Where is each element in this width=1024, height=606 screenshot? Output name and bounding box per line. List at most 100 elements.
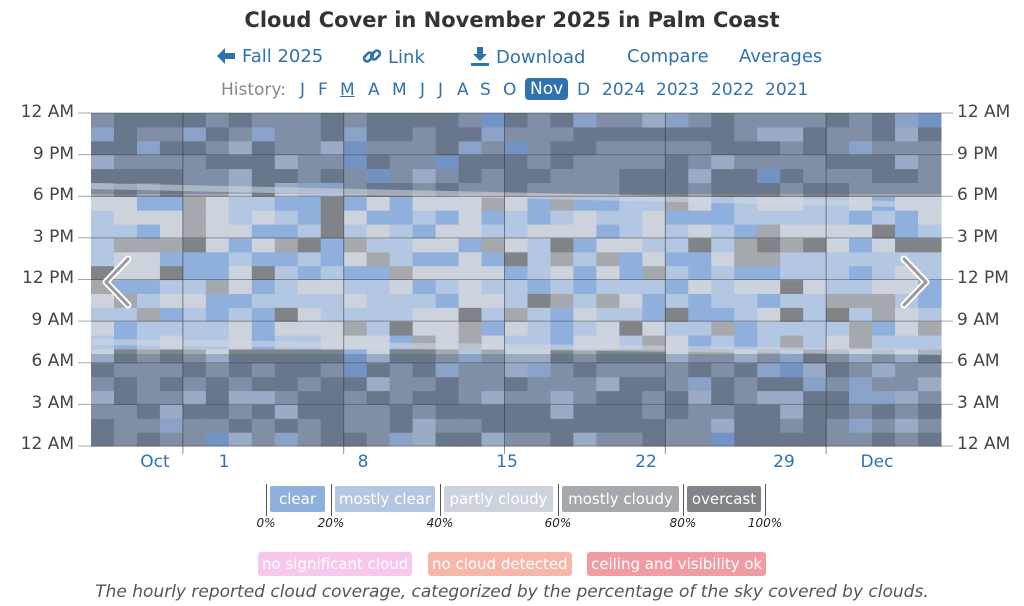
history-month-jan[interactable]: J	[300, 80, 306, 100]
download-button[interactable]: Download	[470, 46, 585, 68]
heatmap-cell	[872, 265, 896, 281]
season-link[interactable]: Fall 2025	[216, 46, 323, 67]
heatmap-cell	[481, 321, 506, 336]
history-month-apr[interactable]: A	[368, 80, 380, 100]
heatmap-cell	[665, 237, 689, 253]
heatmap-cell	[113, 154, 138, 170]
heatmap-cell	[320, 168, 345, 183]
heatmap-cell	[435, 293, 460, 308]
heatmap-cell	[642, 168, 666, 183]
history-month-oct[interactable]: O	[503, 80, 517, 100]
history-month-may[interactable]: M	[392, 80, 407, 100]
heatmap-cell	[527, 307, 552, 322]
y-tick-right: 12 AM	[957, 102, 1011, 122]
heatmap-cell	[91, 390, 115, 405]
heatmap-cell	[895, 224, 919, 239]
heatmap-cell	[550, 321, 575, 336]
heatmap-cell	[619, 140, 643, 156]
heatmap-cell	[757, 362, 781, 378]
chevron-right-icon[interactable]	[898, 255, 934, 309]
compare-link[interactable]: Compare	[627, 46, 709, 67]
heatmap-cell	[343, 279, 368, 294]
history-year-2024[interactable]: 2024	[602, 80, 646, 100]
heatmap-cell	[91, 237, 115, 253]
heatmap-cell	[182, 224, 207, 239]
heatmap-cell	[550, 390, 575, 405]
heatmap-cell	[619, 376, 643, 392]
heatmap-cell	[458, 224, 483, 239]
heatmap-cell	[688, 182, 712, 197]
chevron-left-icon[interactable]	[98, 255, 134, 309]
heatmap-cell	[849, 418, 873, 433]
heatmap-cell	[320, 418, 345, 433]
heatmap-cell	[274, 307, 299, 322]
heatmap-cell	[872, 140, 896, 156]
heatmap-cell	[849, 224, 873, 239]
heatmap-cell	[389, 113, 414, 128]
x-tick-oct[interactable]: Oct	[140, 452, 170, 472]
heatmap-cell	[205, 251, 230, 267]
heatmap-cell	[366, 196, 391, 211]
heatmap-cell	[803, 404, 827, 419]
heatmap-cell	[412, 404, 437, 419]
heatmap-cell	[688, 126, 712, 142]
heatmap-cell	[481, 279, 506, 294]
history-month-dec[interactable]: D	[577, 80, 591, 100]
heatmap-cell	[228, 293, 253, 308]
history-month-jul[interactable]: J	[438, 80, 444, 100]
history-year-2023[interactable]: 2023	[656, 80, 700, 100]
history-year-2022[interactable]: 2022	[711, 80, 755, 100]
heatmap-cell	[619, 154, 643, 170]
history-month-sep[interactable]: S	[480, 80, 491, 100]
heatmap-cell	[366, 224, 391, 239]
heatmap-cell	[412, 418, 437, 433]
history-month-aug[interactable]: A	[457, 80, 469, 100]
heatmap-cell	[757, 224, 781, 239]
heatmap-cell	[550, 237, 575, 253]
heatmap-cell	[205, 348, 230, 364]
heatmap-cell	[757, 335, 781, 350]
heatmap-cell	[642, 376, 666, 392]
heatmap-cell	[481, 113, 506, 128]
averages-link[interactable]: Averages	[739, 46, 823, 67]
heatmap-cell	[665, 376, 689, 392]
history-month-jun[interactable]: J	[420, 80, 426, 100]
heatmap-cell	[642, 113, 666, 128]
heatmap-cell	[780, 265, 804, 281]
heatmap-cell	[228, 224, 253, 239]
heatmap-cell	[91, 154, 115, 170]
heatmap-cell	[389, 348, 414, 364]
heatmap-cell	[872, 307, 896, 322]
heatmap-cell	[688, 348, 712, 364]
history-month-mar[interactable]: M	[340, 80, 355, 100]
link-button[interactable]: Link	[362, 46, 425, 68]
heatmap-cell	[918, 154, 942, 170]
heatmap-cell	[435, 126, 460, 142]
heatmap-cell	[343, 321, 368, 336]
heatmap-cell	[757, 293, 781, 308]
heatmap-cell	[849, 113, 873, 128]
history-year-2021[interactable]: 2021	[765, 80, 809, 100]
heatmap-cell	[895, 335, 919, 350]
heatmap-cell	[872, 404, 896, 419]
heatmap-cell	[826, 293, 850, 308]
heatmap-cell	[159, 404, 184, 419]
x-tick-dec[interactable]: Dec	[860, 452, 894, 472]
heatmap-cell	[573, 224, 598, 239]
heatmap-cell	[849, 376, 873, 392]
heatmap-cell	[711, 113, 735, 128]
heatmap-cell	[481, 237, 506, 253]
heatmap-cell	[527, 293, 552, 308]
history-month-feb[interactable]: F	[318, 80, 328, 100]
heatmap-cell	[481, 196, 506, 211]
heatmap-cell	[113, 348, 138, 364]
heatmap-cell	[205, 210, 230, 225]
heatmap-cell	[803, 237, 827, 253]
heatmap-cell	[665, 390, 689, 405]
history-month-nov-active[interactable]: Nov	[525, 78, 569, 100]
heatmap-cell	[642, 293, 666, 308]
heatmap-cell	[803, 251, 827, 267]
heatmap-cell	[527, 251, 552, 267]
y-tick-right: 12 AM	[957, 434, 1011, 454]
y-tick-right: 3 AM	[957, 393, 1000, 413]
